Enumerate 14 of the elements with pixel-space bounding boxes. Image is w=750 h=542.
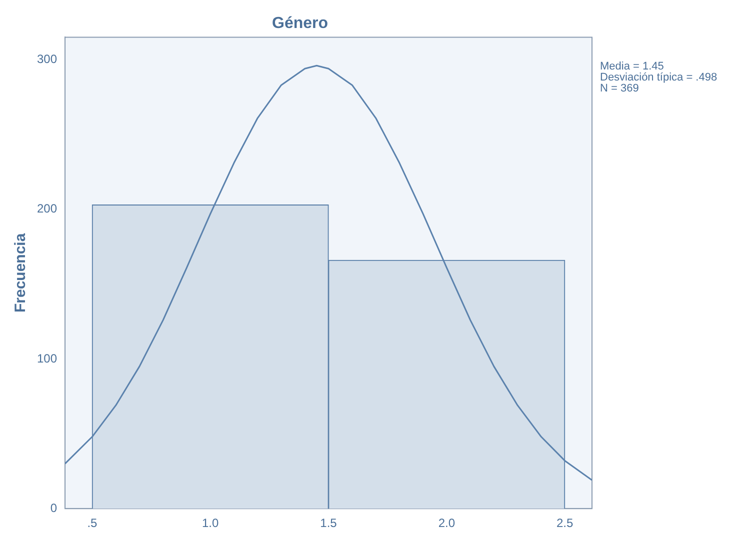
x-tick-label: 2.0: [438, 516, 456, 530]
x-tick-label: 1.0: [202, 516, 220, 530]
y-tick-label: 100: [36, 351, 58, 366]
y-tick-label: 0: [50, 500, 58, 515]
y-tick-label: 300: [36, 52, 58, 66]
text: N = 369: [600, 82, 639, 95]
text: Desviación típica = .498: [600, 72, 718, 84]
y-tick-label: 200: [36, 202, 58, 216]
x-tick-label: .5: [87, 516, 98, 530]
chart-title: Género: [272, 15, 328, 32]
text: Media = 1.45: [600, 60, 664, 73]
y-axis-title: Frecuencia: [12, 232, 30, 313]
x-tick-label: 1.5: [320, 516, 338, 530]
x-tick-label: 2.5: [556, 516, 574, 530]
